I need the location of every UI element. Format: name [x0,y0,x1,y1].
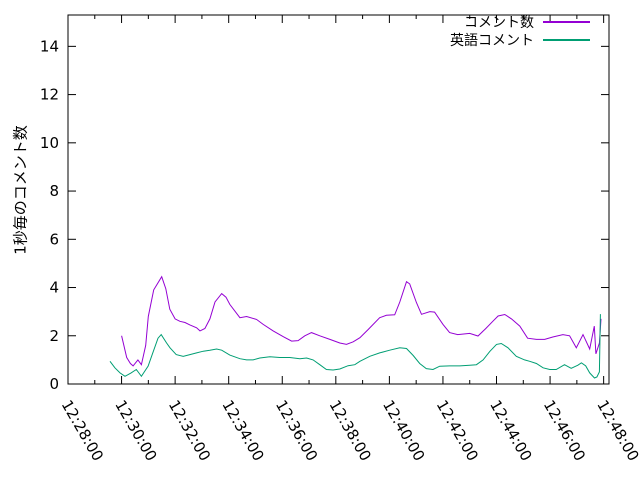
legend-label-comment-count: コメント数 [464,15,534,31]
legend-entry-english-comments: 英語コメント [450,31,590,49]
series-line-english-comments [109,314,601,379]
legend-label-english-comments: 英語コメント [450,33,534,49]
x-tick-label: 12:34:00 [218,397,267,464]
x-tick-label: 12:32:00 [165,397,214,464]
y-tick-label: 14 [40,37,59,55]
x-tick-label: 12:44:00 [486,397,535,464]
legend-entry-comment-count: コメント数 [450,13,590,31]
x-tick-label: 12:48:00 [593,397,640,464]
y-tick-label: 8 [49,182,59,200]
legend-line-sample-english-comments [543,39,590,41]
y-axis-title: 1秒毎のコメント数 [11,125,30,255]
y-tick-label: 2 [49,327,59,345]
x-tick-label: 12:36:00 [272,397,321,464]
x-tick-label: 12:40:00 [379,397,428,464]
x-tick-label: 12:38:00 [326,397,375,464]
y-tick-label: 0 [49,375,59,393]
x-tick-label: 12:46:00 [540,397,589,464]
y-tick-label: 10 [40,134,59,152]
x-tick-label: 12:28:00 [58,397,107,464]
legend-line-sample-comment-count [543,21,590,23]
plot-border [67,14,610,385]
y-tick-label: 4 [49,279,59,297]
series-line-comment-count [121,275,602,367]
x-tick-label: 12:30:00 [111,397,160,464]
y-tick-label: 12 [40,86,59,104]
x-tick-label: 12:42:00 [433,397,482,464]
legend: コメント数 英語コメント [450,13,590,49]
y-tick-label: 6 [49,230,59,248]
